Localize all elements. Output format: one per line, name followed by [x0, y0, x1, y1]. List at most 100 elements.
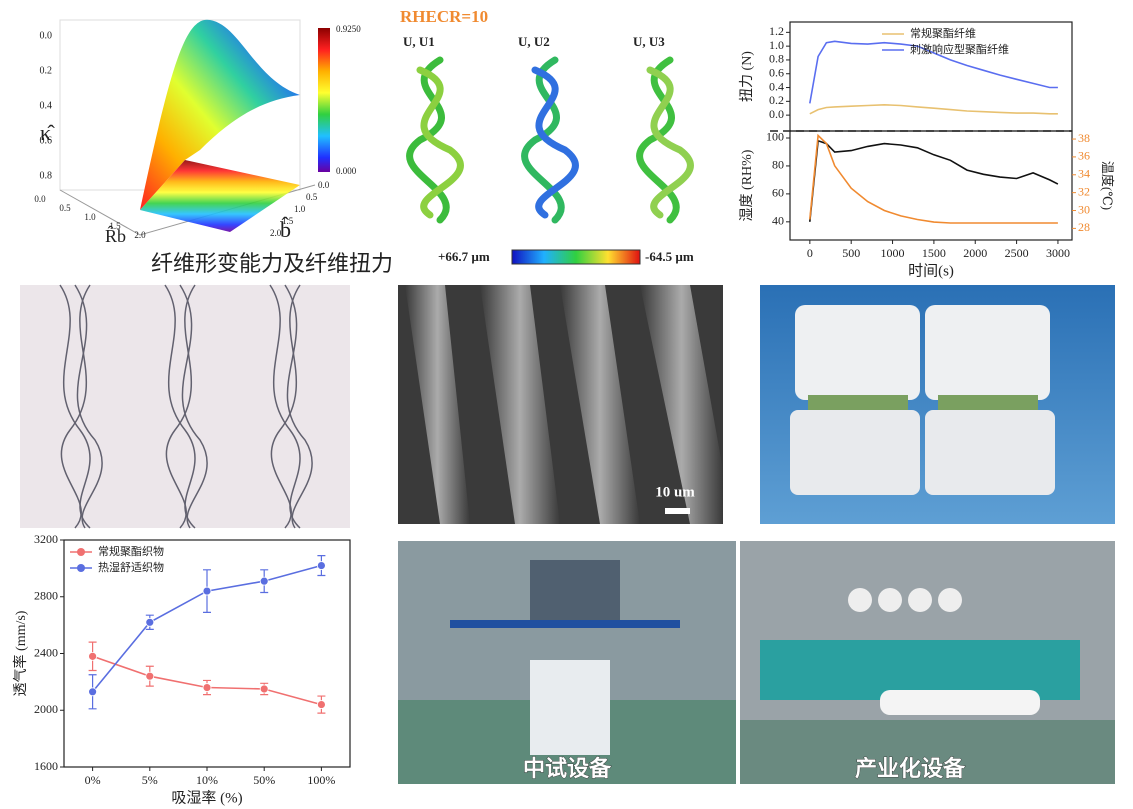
surface-box [59, 19, 301, 191]
y2-tick-label: 36 [1078, 149, 1090, 163]
fiber-models [406, 56, 694, 224]
y-tick-label: 60 [772, 186, 784, 200]
y-tick-label: 2800 [34, 589, 58, 603]
x-tick-label: 2.0 [134, 230, 146, 240]
x-axis-label: 吸湿率 (%) [171, 789, 242, 806]
point [88, 687, 97, 697]
y-label: b̂ [280, 217, 291, 242]
point [316, 700, 326, 709]
y2-tick-label: 30 [1078, 202, 1090, 216]
y-tick-label: 2400 [34, 645, 58, 659]
y2-tick-label: 28 [1078, 220, 1090, 234]
legend-label: 常规聚酯织物 [98, 544, 164, 558]
pilot-label: 中试设备 [523, 756, 612, 782]
x-tick-label: 1.0 [84, 212, 96, 222]
y-tick-label: 1.2 [769, 24, 784, 38]
surface-base [140, 160, 300, 232]
x-tick-label: 100% [307, 773, 335, 787]
pilot-photo: 中试设备 [398, 541, 736, 784]
y-axis-label: 湿度 (RH%) [739, 149, 755, 221]
x-tick-label: 1.5 [109, 221, 121, 231]
y-tick-label: 1.0 [294, 204, 306, 214]
simulation: RHECR=10 U, U1 U, U2 U, U3 +66.7 µm -64.… [400, 7, 694, 265]
y-tick-label: 0.4 [769, 79, 784, 93]
y2-tick-label: 32 [1078, 184, 1090, 198]
sim-title: RHECR=10 [400, 7, 488, 26]
x-tick-label: 50% [253, 773, 275, 787]
sem-photo: 10 um [398, 285, 723, 524]
y2-tick-label: 34 [1078, 167, 1090, 181]
y-tick-label: 40 [772, 214, 784, 228]
industrial-label: 产业化设备 [855, 756, 966, 782]
scale-min: -64.5 µm [645, 249, 694, 264]
y-tick-label: 0.0 [769, 107, 784, 121]
x-tick-label: 1000 [881, 246, 905, 260]
x-tick-label: 0% [85, 773, 101, 787]
y-tick-label: 0.0 [318, 180, 330, 190]
y-tick-label: 3200 [34, 532, 58, 546]
surface [140, 19, 300, 210]
series-line [809, 103, 1058, 115]
point [259, 684, 269, 694]
y-tick-label: 1.0 [769, 38, 784, 52]
z-tick-label: 0.8 [40, 170, 53, 181]
scale-max: +66.7 µm [438, 249, 490, 264]
scale-bar [511, 249, 641, 265]
y-tick-label: 2000 [34, 702, 58, 716]
series-line [809, 133, 1058, 224]
legend-label: 热湿舒适织物 [98, 560, 164, 574]
x-axis-label: 时间(s) [908, 262, 954, 279]
z-tick-label: 0.2 [40, 65, 53, 76]
y-tick-label: 100 [766, 130, 784, 144]
sem-scale-label: 10 um [655, 484, 695, 500]
bobbin-photo [760, 285, 1115, 524]
y2-tick-label: 38 [1078, 131, 1090, 145]
surface-plot: 0.9250 0.000 κ̂ R̂b b̂ [40, 19, 361, 247]
y-tick-label: 0.5 [306, 192, 318, 202]
x-tick-label: 0.0 [34, 194, 46, 204]
y2-axis-label: 温度(℃) [1100, 161, 1115, 210]
point [88, 651, 97, 661]
x-tick-label: 1500 [922, 246, 946, 260]
point [316, 561, 326, 570]
point [145, 617, 155, 627]
x-tick-label: 2000 [963, 246, 987, 260]
industrial-photo: 产业化设备 [740, 541, 1115, 784]
point [202, 683, 212, 692]
point [202, 586, 212, 596]
x-tick-label: 10% [196, 773, 218, 787]
legend-label: 刺激响应型聚酯纤维 [910, 42, 1009, 56]
sem-scale-bar [665, 508, 690, 514]
y-tick-label: 0.2 [769, 93, 784, 107]
colorbar-min: 0.000 [336, 166, 357, 176]
series-line [809, 40, 1058, 104]
y-tick-label: 0.8 [769, 52, 784, 66]
x-tick-label: 2500 [1005, 246, 1029, 260]
view-label: U, U2 [518, 34, 550, 49]
colorbar-max: 0.9250 [336, 24, 361, 34]
x-label: R̂b [105, 226, 126, 247]
caption: 纤维形变能力及纤维扭力 [151, 252, 393, 277]
x-tick-label: 3000 [1046, 246, 1070, 260]
colorbar [318, 28, 330, 172]
x-tick-label: 0 [807, 246, 813, 260]
z-tick-label: 0.0 [40, 30, 53, 41]
series-line [809, 139, 1059, 222]
y-tick-label: 1.5 [282, 216, 294, 226]
point [259, 576, 269, 586]
x-tick-label: 5% [142, 773, 158, 787]
z-tick-label: 0.6 [40, 135, 53, 146]
legend-label: 常规聚酯纤维 [910, 26, 976, 40]
x-tick-label: 0.5 [59, 203, 71, 213]
plot-frame [789, 130, 1073, 241]
legend-marker [77, 548, 85, 556]
y-tick-label: 1600 [34, 759, 58, 773]
y-tick-label: 2.0 [270, 228, 282, 238]
y-axis-label: 透气率 (mm/s) [12, 610, 29, 696]
x-tick-label: 500 [842, 246, 860, 260]
z-tick-label: 0.4 [40, 100, 53, 111]
y-axis-label: 扭力 (N) [739, 51, 755, 102]
view-label: U, U1 [403, 34, 435, 49]
fiber-photo [20, 284, 350, 529]
